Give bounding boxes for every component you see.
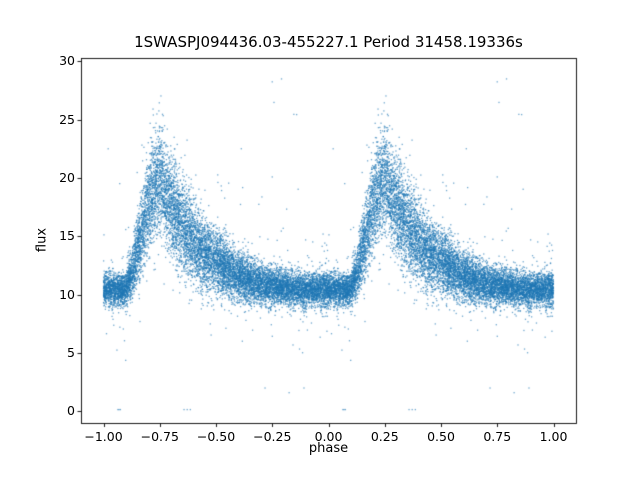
x-axis-tick-label: 0.75 bbox=[483, 429, 512, 444]
x-axis-tick-label: −1.00 bbox=[84, 429, 123, 444]
y-axis-tick-label: 30 bbox=[59, 53, 75, 69]
x-axis-label: phase bbox=[308, 441, 349, 456]
y-axis-tick-label: 5 bbox=[67, 345, 75, 361]
y-axis-tick-label: 10 bbox=[59, 286, 75, 302]
x-axis-tick-label: −0.25 bbox=[253, 429, 292, 444]
y-axis-tick-label: 25 bbox=[59, 111, 75, 127]
x-axis-tick-label: −0.75 bbox=[140, 429, 179, 444]
x-axis-tick-label: 0.25 bbox=[370, 429, 399, 444]
x-axis-tick-label: 0.00 bbox=[314, 429, 343, 444]
y-axis-tick-label: 0 bbox=[67, 403, 75, 419]
plot-title: 1SWASPJ094436.03-455227.1 Period 31458.1… bbox=[134, 33, 523, 51]
y-axis-tick-label: 20 bbox=[59, 170, 75, 186]
x-axis-tick-label: 0.50 bbox=[427, 429, 455, 444]
x-axis-tick-label: 1.00 bbox=[539, 429, 568, 444]
x-axis-tick-label: −0.50 bbox=[196, 429, 236, 444]
y-axis-tick-label: 15 bbox=[59, 228, 75, 244]
